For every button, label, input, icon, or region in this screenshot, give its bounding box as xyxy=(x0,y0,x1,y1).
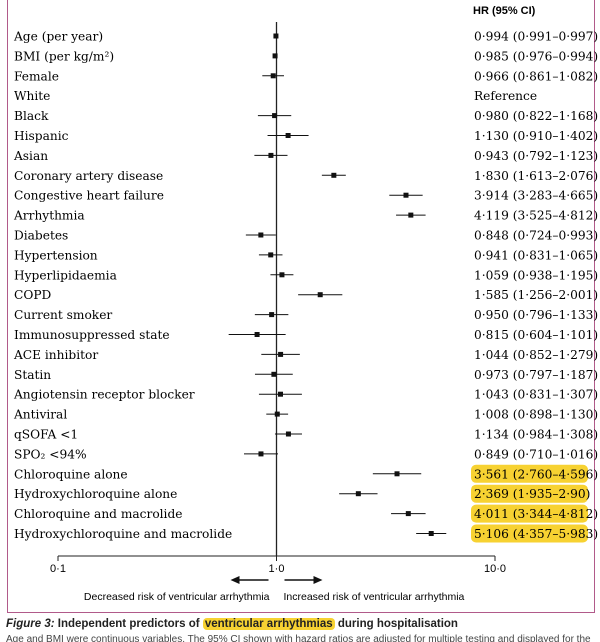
hr-point xyxy=(270,73,276,79)
row-label: Chloroquine alone xyxy=(14,467,128,481)
row-highlight xyxy=(471,504,588,523)
row-hr-value: 1·059 (0·938–1·195) xyxy=(474,268,598,282)
row-label: Black xyxy=(14,109,49,123)
hr-point xyxy=(355,491,361,497)
row-label: Chloroquine and macrolide xyxy=(14,507,182,521)
row-label: Congestive heart failure xyxy=(14,189,164,203)
row-label: Age (per year) xyxy=(13,30,103,44)
hr-point xyxy=(258,232,264,238)
hr-point xyxy=(269,312,275,318)
row-highlight xyxy=(471,484,588,503)
row-hr-value: 0·943 (0·792–1·123) xyxy=(474,149,598,163)
x-tick-label: 0·1 xyxy=(50,563,66,575)
hr-point xyxy=(273,33,279,39)
x-tick-label: 1·0 xyxy=(269,563,285,575)
hr-point xyxy=(285,431,291,437)
hr-point xyxy=(272,113,278,119)
row-label: Hyperlipidaemia xyxy=(14,268,117,282)
row-hr-value: 0·973 (0·797–1·187) xyxy=(474,368,598,382)
hr-point xyxy=(271,371,277,377)
hr-point xyxy=(258,451,264,457)
row-hr-value: 0·966 (0·861–1·082) xyxy=(474,69,598,83)
x-tick-label: 10·0 xyxy=(484,563,506,575)
row-hr-value: 1·008 (0·898–1·130) xyxy=(474,408,598,422)
row-hr-value: 1·130 (0·910–1·402) xyxy=(474,129,598,143)
hr-point xyxy=(277,391,283,397)
row-hr-value: 0·985 (0·976–0·994) xyxy=(474,49,598,63)
hr-point xyxy=(394,471,400,477)
row-label: ACE inhibitor xyxy=(13,348,98,362)
hr-point xyxy=(331,172,337,178)
row-hr-value: Reference xyxy=(474,89,537,103)
right-direction-label: Increased risk of ventricular arrhythmia xyxy=(284,591,465,603)
figure-frame xyxy=(7,0,595,613)
row-hr-value: 0·848 (0·724–0·993) xyxy=(474,229,598,243)
row-hr-value: 0·950 (0·796–1·133) xyxy=(474,308,598,322)
row-hr-value: 1·585 (1·256–2·001) xyxy=(474,288,598,302)
row-label: Hydroxychloroquine alone xyxy=(14,487,177,501)
hr-point xyxy=(268,152,274,158)
row-label: Hydroxychloroquine and macrolide xyxy=(14,527,232,541)
hr-column-header: HR (95% CI) xyxy=(473,5,536,17)
forest-plot: HR (95% CI) Age (per year) 0·994 (0·991–0·… xyxy=(13,5,598,603)
caption-highlighted-text: ventricular arrhythmias xyxy=(202,618,335,630)
row-label: Arrhythmia xyxy=(13,209,85,223)
row-hr-value: 3·561 (2·760–4·596) xyxy=(474,467,598,481)
row-hr-value: 0·994 (0·991–0·997) xyxy=(474,30,598,44)
row-label: Coronary artery disease xyxy=(14,169,163,183)
row-label: Statin xyxy=(14,368,51,382)
hr-point xyxy=(428,531,434,536)
caption-text-before: Independent predictors of xyxy=(57,618,203,630)
row-label: Immunosuppressed state xyxy=(14,328,170,342)
caption-note: Age and BMI were continuous variables. T… xyxy=(6,634,591,642)
hr-point xyxy=(274,411,280,417)
hr-point xyxy=(278,351,284,357)
row-label: Current smoker xyxy=(14,308,112,322)
row-hr-value: 1·830 (1·613–2·076) xyxy=(474,169,598,183)
row-hr-value: 1·043 (0·831–1·307) xyxy=(474,388,598,402)
row-highlight xyxy=(471,464,588,483)
caption-text-after: during hospitalisation xyxy=(334,618,458,630)
row-hr-value: 0·980 (0·822–1·168) xyxy=(474,109,598,123)
hr-point xyxy=(272,53,278,59)
row-hr-value: 3·914 (3·283–4·665) xyxy=(474,189,598,203)
row-hr-value: 0·815 (0·604–1·101) xyxy=(474,328,598,342)
row-label: White xyxy=(14,89,50,103)
row-label: BMI (per kg/m²) xyxy=(14,49,114,63)
row-label: Hypertension xyxy=(14,248,98,262)
hr-point xyxy=(403,192,409,198)
row-label: COPD xyxy=(14,288,52,302)
row-hr-value: 4·119 (3·525–4·812) xyxy=(474,209,598,223)
left-arrow-head xyxy=(230,576,240,584)
row-label: qSOFA <1 xyxy=(14,428,78,442)
row-hr-value: 1·134 (0·984–1·308) xyxy=(474,428,598,442)
row-label: Asian xyxy=(13,149,48,163)
hr-point xyxy=(254,332,260,337)
row-label: Hispanic xyxy=(14,129,69,143)
caption-figure-label: Figure 3: xyxy=(6,618,55,630)
row-label: SPO₂ <94% xyxy=(14,447,87,461)
row-label: Angiotensin receptor blocker xyxy=(13,388,195,402)
hr-point xyxy=(285,133,291,138)
row-label: Diabetes xyxy=(14,229,68,243)
row-label: Antiviral xyxy=(13,408,67,422)
hr-point xyxy=(268,252,274,258)
hr-point xyxy=(405,511,411,517)
hr-point xyxy=(408,212,414,218)
row-hr-value: 1·044 (0·852–1·279) xyxy=(474,348,598,362)
row-label: Female xyxy=(14,69,59,83)
row-hr-value: 0·849 (0·710–1·016) xyxy=(474,447,598,461)
left-direction-label: Decreased risk of ventricular arrhythmia xyxy=(84,591,270,603)
hr-point xyxy=(279,272,285,278)
row-hr-value: 2·369 (1·935–2·90) xyxy=(474,487,590,501)
right-arrow-head xyxy=(313,576,323,584)
row-highlight xyxy=(471,524,588,543)
row-hr-value: 5·106 (4·357–5·983) xyxy=(474,527,598,541)
hr-point xyxy=(317,292,323,298)
row-hr-value: 4·011 (3·344–4·812) xyxy=(474,507,598,521)
figure-caption: Figure 3: Independent predictors of vent… xyxy=(6,618,596,630)
row-hr-value: 0·941 (0·831–1·065) xyxy=(474,248,598,262)
